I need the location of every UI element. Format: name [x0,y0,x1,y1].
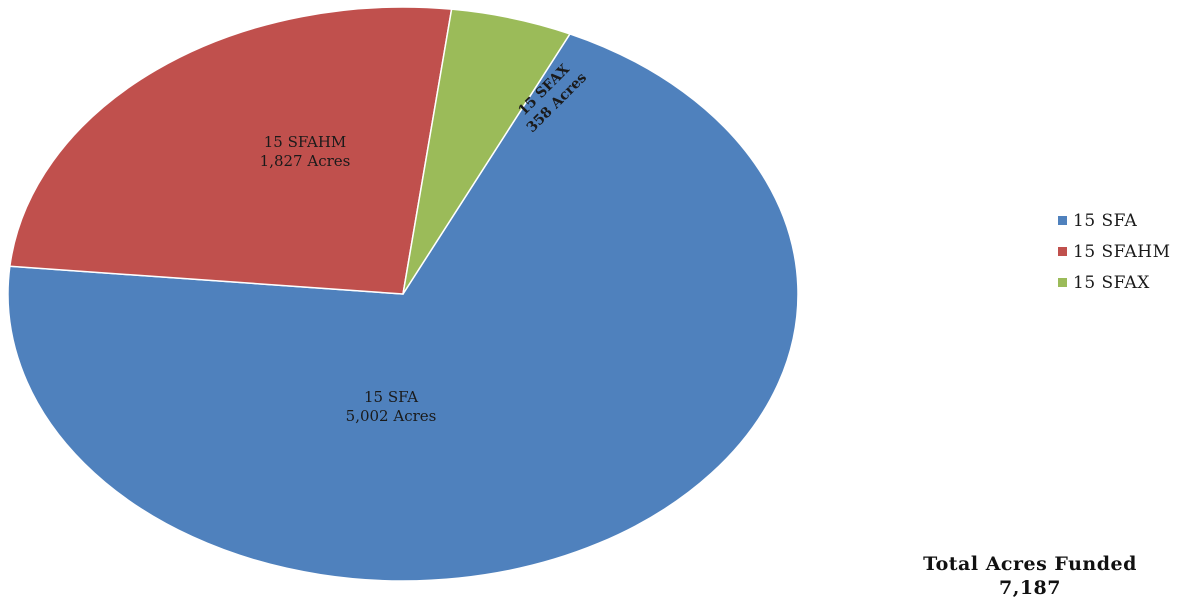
pie-slice-15-sfax [402,8,572,295]
total-title: Total Acres Funded [923,553,1137,575]
legend: 15 SFA 15 SFAHM 15 SFAX [1058,205,1171,298]
pie-slice-15-sfahm [9,6,453,295]
legend-item-15-sfax: 15 SFAX [1058,267,1171,298]
legend-swatch-15-sfax [1058,278,1067,287]
legend-label-15-sfa: 15 SFA [1073,210,1138,231]
legend-swatch-15-sfahm [1058,247,1067,256]
legend-item-15-sfa: 15 SFA [1058,205,1171,236]
legend-label-15-sfax: 15 SFAX [1073,272,1150,293]
legend-item-15-sfahm: 15 SFAHM [1058,236,1171,267]
pie-slice-15-sfa [7,32,799,582]
legend-label-15-sfahm: 15 SFAHM [1073,241,1171,262]
pie-slices [7,6,799,582]
legend-swatch-15-sfa [1058,216,1067,225]
total-value: 7,187 [999,577,1061,599]
slice-label-15-sfa: 15 SFA 5,002 Acres [346,388,437,425]
slice-label-15-sfahm: 15 SFAHM 1,827 Acres [260,133,351,170]
total-annotation: Total Acres Funded 7,187 [905,552,1155,600]
